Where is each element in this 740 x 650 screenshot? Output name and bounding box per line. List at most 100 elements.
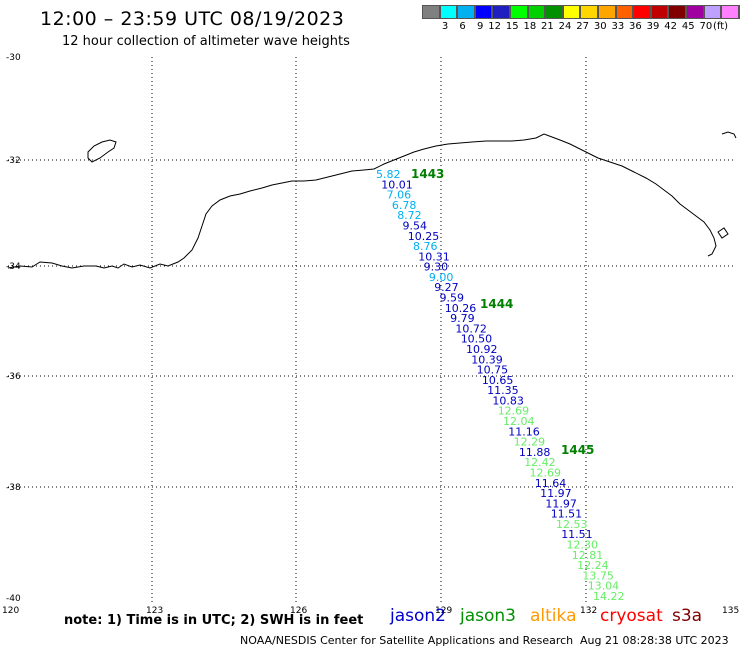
legend-swatch [703,5,722,19]
wave-height-value: 12.69 [530,467,562,480]
legend-swatch [527,5,546,19]
wave-height-value: 13.75 [582,569,614,582]
legend-label: 42 [664,21,677,32]
wave-height-value: 12.29 [514,436,546,449]
wave-height-value: 9.00 [429,271,454,284]
wave-height-value: 11.97 [540,487,572,500]
legend-swatch [597,5,616,19]
legend-swatch [545,5,563,19]
legend-swatch [457,5,475,19]
wave-height-value: 10.31 [418,250,450,263]
tasmania-coast [721,131,737,139]
wave-height-value: 11.51 [561,528,593,541]
satellite-label-jason2: jason2 [390,606,446,626]
longitude-labels: 120 123 126 129 132 135 [2,606,739,616]
grid-lines [8,57,736,603]
wave-height-value: 12.24 [577,559,609,572]
legend-label: 45 [681,21,695,32]
wave-height-value: 10.72 [455,322,487,335]
map-subtitle: 12 hour collection of altimeter wave hei… [62,34,350,49]
latitude-label: -34 [6,262,21,272]
color-legend [422,5,740,19]
kangaroo-island [87,139,117,163]
legend-label: 3 [441,21,449,32]
legend-swatch [439,5,458,19]
wave-height-value: 10.65 [482,374,514,387]
longitude-label: 132 [580,606,597,616]
legend-label: 36 [629,21,642,32]
wave-height-value: 10.26 [445,302,477,315]
legend-swatch [580,5,598,19]
wave-height-value: 12.53 [556,518,588,531]
latitude-label: -38 [6,483,21,493]
legend-label: 70 [699,21,713,32]
latitude-label: -36 [6,372,21,382]
wave-height-value: 11.16 [508,425,540,438]
legend-swatch [633,5,651,19]
legend-swatch [738,5,740,19]
legend-swatch [685,5,704,19]
legend-unit: (ft) [713,21,729,32]
wave-height-value: 9.27 [434,281,459,294]
wave-height-value: 10.25 [408,230,440,243]
legend-label: 18 [523,21,537,32]
wave-height-value: 11.64 [535,477,567,490]
wave-height-value: 13.04 [588,580,620,593]
legend-swatch [721,5,739,19]
wave-height-value: 10.39 [471,353,503,366]
legend-swatch [668,5,686,19]
wave-height-value: 9.79 [450,312,475,325]
footer-timestamp: Aug 21 08:28:38 UTC 2023 [580,634,729,647]
pass-number-label: 1444 [480,297,513,311]
legend-swatch [492,5,510,19]
legend-swatch [422,5,440,19]
wave-height-value: 7.06 [387,189,412,202]
legend-label: 6 [459,21,466,32]
wave-height-observations: 5.8210.017.066.788.729.5410.258.7610.319… [376,168,625,603]
wave-height-value: 5.82 [376,168,401,181]
note-text: note: 1) Time is in UTC; 2) SWH is in fe… [64,613,364,628]
satellite-label-cryosat: cryosat [600,606,663,626]
wave-height-value: 14.22 [593,590,625,603]
wave-height-value: 12.30 [567,539,599,552]
legend-label: 12 [488,21,501,32]
legend-label: 33 [611,21,625,32]
legend-label: 9 [477,21,484,32]
wave-height-value: 10.50 [461,333,493,346]
latitude-label: -32 [6,156,21,166]
wave-height-value: 10.75 [477,364,509,377]
legend-label: 30 [593,21,607,32]
wave-height-value: 6.78 [392,199,417,212]
legend-label: 24 [558,21,572,32]
legend-label: 15 [505,21,519,32]
pass-labels: 1443 1444 1445 [411,167,594,457]
legend-swatch [474,5,493,19]
pass-number-label: 1445 [561,443,594,457]
wave-height-value: 10.92 [466,343,498,356]
legend-swatch [615,5,634,19]
longitude-label: 120 [2,606,19,616]
wave-height-value: 11.35 [487,384,518,397]
latitude-label: -40 [6,594,21,604]
wave-height-value: 8.76 [413,240,438,253]
wave-height-value: 12.42 [524,456,556,469]
australia-coastline [7,133,717,269]
wave-height-value: 11.51 [551,508,583,521]
wave-height-value: 11.97 [545,497,577,510]
wave-height-value: 9.54 [403,220,428,233]
legend-swatch [650,5,669,19]
pass-number-label: 1443 [411,167,444,181]
longitude-label: 129 [435,606,452,616]
satellite-label-altika: altika [530,606,577,626]
legend-label: 27 [576,21,589,32]
legend-labels: 3 6 9 12 15 18 21 24 27 30 33 36 39 42 45 70 [422,21,740,35]
wave-height-value: 12.81 [572,549,604,562]
legend-swatch [509,5,528,19]
wave-height-value: 12.69 [498,405,530,418]
latitude-label: -30 [6,53,21,63]
legend-swatch [562,5,581,19]
wave-height-value: 11.88 [519,446,551,459]
wave-height-value: 9.59 [440,292,465,305]
longitude-label: 126 [290,606,307,616]
